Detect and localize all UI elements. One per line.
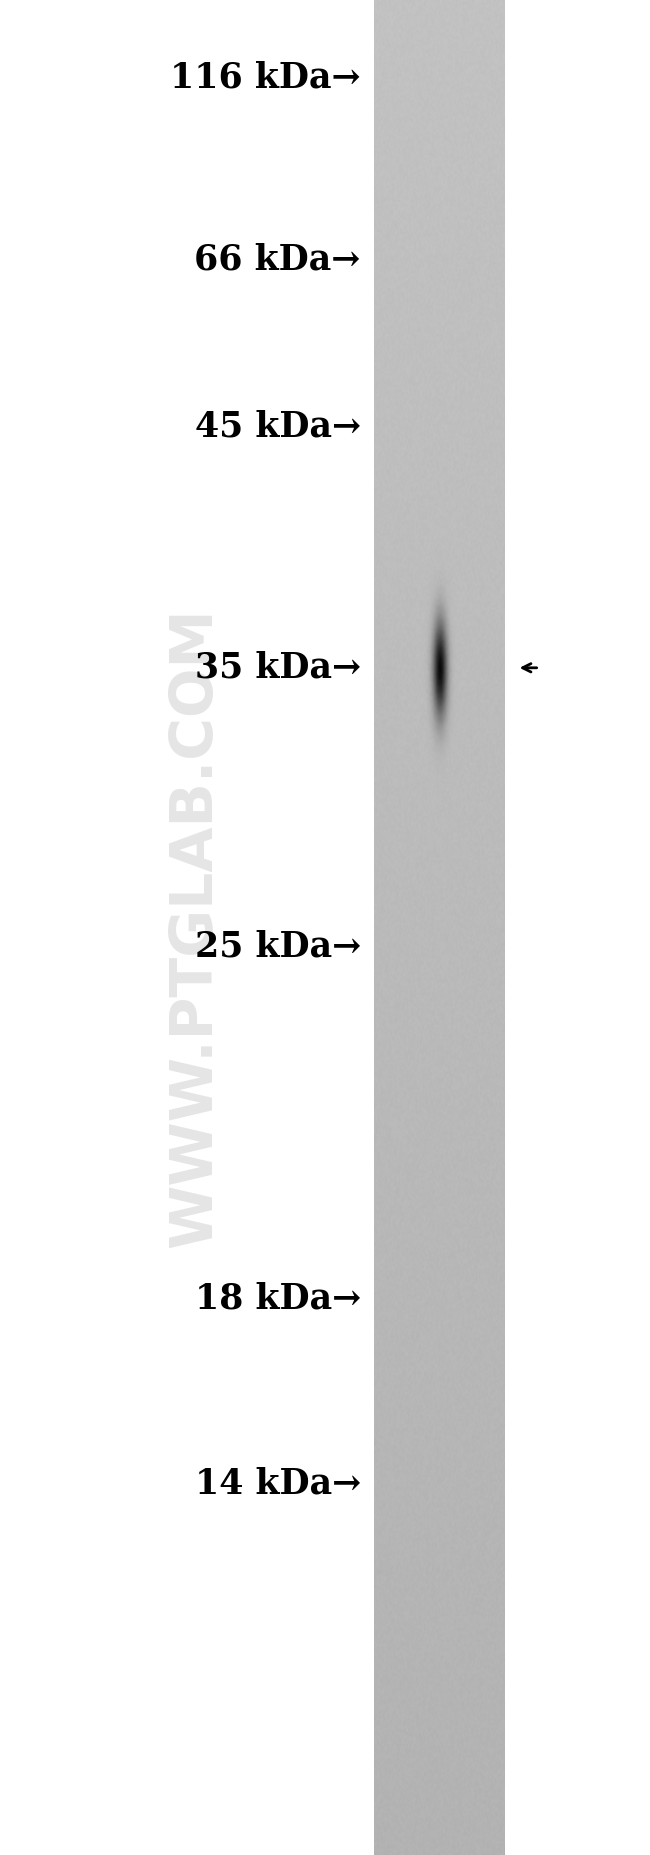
- Text: 14 kDa→: 14 kDa→: [194, 1467, 361, 1501]
- Text: 18 kDa→: 18 kDa→: [194, 1282, 361, 1315]
- Text: 25 kDa→: 25 kDa→: [194, 929, 361, 963]
- Text: WWW.PTGLAB.COM: WWW.PTGLAB.COM: [166, 607, 224, 1248]
- Text: 45 kDa→: 45 kDa→: [194, 410, 361, 443]
- Text: 35 kDa→: 35 kDa→: [194, 651, 361, 684]
- Text: 66 kDa→: 66 kDa→: [194, 243, 361, 276]
- Text: 116 kDa→: 116 kDa→: [170, 61, 361, 95]
